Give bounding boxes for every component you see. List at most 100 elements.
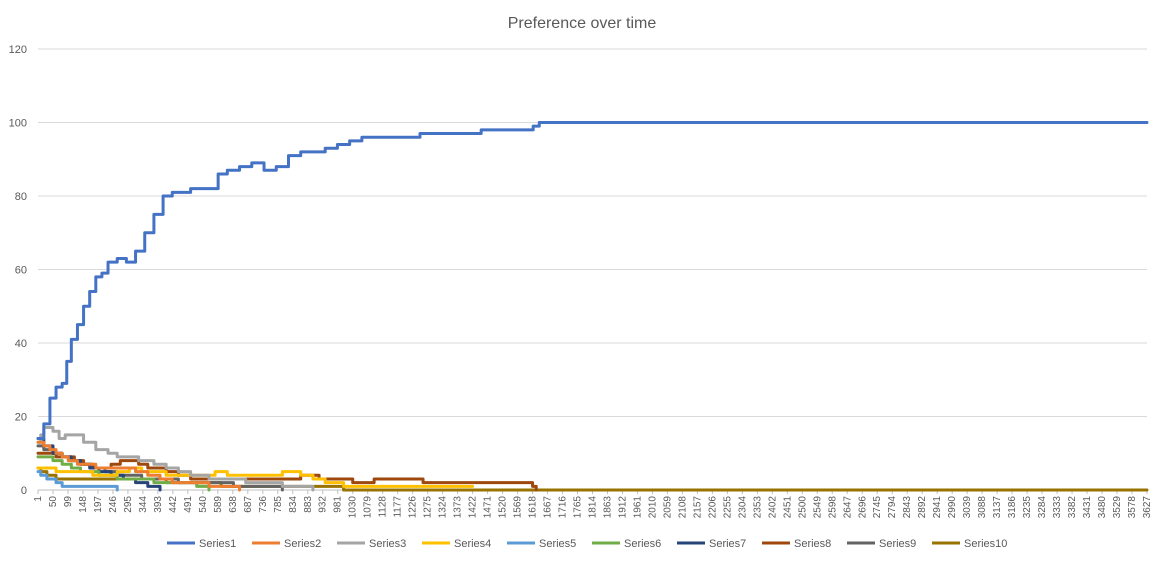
x-tick-label: 3333 [1052,496,1063,519]
x-tick-label: 1324 [438,496,449,519]
x-tick-label: 3284 [1037,496,1048,519]
x-tick-label: 3235 [1022,496,1033,519]
x-tick-label: 2745 [872,496,883,519]
series-line-series7 [36,437,162,492]
legend-label: Series2 [284,538,321,550]
x-tick-label: 2206 [707,496,718,519]
x-tick-label: 687 [243,496,254,513]
x-tick-label: 50 [48,496,59,508]
x-tick-label: 1030 [348,496,359,519]
legend-item-series7: Series7 [677,538,746,550]
x-tick-label: 1520 [498,496,509,519]
x-tick-label: 883 [303,496,314,513]
x-tick-label: 1814 [588,496,599,519]
legend-label: Series4 [454,538,491,550]
x-tick-label: 1716 [558,496,569,519]
legend: Series1 Series2 Series3 Series4 Series5 Serie… [167,538,1007,550]
x-tick-label: 1275 [423,496,434,519]
legend-item-series9: Series9 [847,538,916,550]
series-line-series1 [36,121,1149,441]
x-tick-label: 295 [123,496,134,513]
series-line-series5 [36,470,119,492]
x-tick-label: 1177 [393,496,404,518]
legend-item-series1: Series1 [167,538,236,550]
x-tick-label: 1128 [378,496,389,518]
x-tick-label: 2451 [782,496,793,519]
x-tick-label: 1373 [453,496,464,519]
x-tick-label: 3137 [992,496,1003,519]
x-tick-label: 1618 [528,496,539,519]
x-tick-label: 148 [78,496,89,513]
x-tick-label: 3529 [1112,496,1123,519]
x-tick-label: 1422 [468,496,479,519]
x-tick-label: 99 [63,496,74,508]
y-tick-label: 20 [15,412,27,424]
x-tick-label: 3627 [1142,496,1153,519]
gridlines [38,48,1147,491]
x-tick-label: 1569 [513,496,524,519]
chart-title: Preference over time [508,15,657,32]
x-tick-label: 3480 [1097,496,1108,519]
x-tick-label: 393 [153,496,164,513]
x-axis-ticks: 1 50 99 148 197 246 295 344 393 442 491 540 589 638 68… [33,490,1153,518]
x-tick-label: 3578 [1127,496,1138,519]
x-tick-label: 2794 [887,496,898,519]
x-tick-label: 2647 [842,496,853,519]
series-line-series2 [36,440,242,492]
x-tick-label: 3039 [962,496,973,519]
series-line-series3 [36,426,315,492]
y-tick-label: 120 [9,44,27,56]
y-tick-label: 100 [9,118,27,130]
x-tick-label: 2304 [737,496,748,519]
x-tick-label: 2010 [647,496,658,519]
legend-label: Series1 [199,538,236,550]
x-tick-label: 197 [93,496,104,513]
x-tick-label: 2696 [857,496,868,519]
x-tick-label: 2941 [932,496,943,519]
legend-label: Series7 [709,538,746,550]
legend-label: Series9 [879,538,916,550]
x-tick-label: 2059 [662,496,673,519]
legend-label: Series6 [624,538,661,550]
x-tick-label: 2108 [677,496,688,519]
legend-label: Series10 [964,538,1007,550]
x-tick-label: 1471 [483,496,494,519]
y-tick-label: 80 [15,191,27,203]
x-tick-label: 3431 [1082,496,1093,519]
y-tick-label: 40 [15,338,27,350]
x-tick-label: 3088 [977,496,988,519]
x-tick-label: 2402 [767,496,778,519]
x-tick-label: 2598 [827,496,838,519]
x-tick-label: 1961 [632,496,643,519]
x-tick-label: 981 [333,496,344,513]
y-tick-label: 60 [15,265,27,277]
x-tick-label: 1079 [363,496,374,519]
x-tick-label: 589 [213,496,224,513]
y-tick-label: 0 [21,485,27,497]
x-tick-label: 834 [288,496,299,513]
x-tick-label: 2353 [752,496,763,519]
legend-label: Series8 [794,538,831,550]
legend-item-series3: Series3 [337,538,406,550]
x-tick-label: 932 [318,496,329,513]
x-tick-label: 638 [228,496,239,513]
x-tick-label: 2843 [902,496,913,519]
x-tick-label: 3186 [1007,496,1018,519]
y-axis-ticks: 0 20 40 60 80 100 120 [9,44,27,497]
x-tick-label: 3382 [1067,496,1078,519]
x-tick-label: 1912 [617,496,628,519]
legend-item-series6: Series6 [592,538,661,550]
x-tick-label: 785 [273,496,284,513]
legend-label: Series3 [369,538,406,550]
legend-label: Series5 [539,538,576,550]
legend-item-series2: Series2 [252,538,321,550]
x-tick-label: 2990 [947,496,958,519]
x-tick-label: 1863 [602,496,613,519]
x-tick-label: 540 [198,496,209,513]
series-lines [36,121,1149,492]
x-tick-label: 1 [33,496,44,502]
legend-item-series10: Series10 [932,538,1007,550]
legend-item-series5: Series5 [507,538,576,550]
